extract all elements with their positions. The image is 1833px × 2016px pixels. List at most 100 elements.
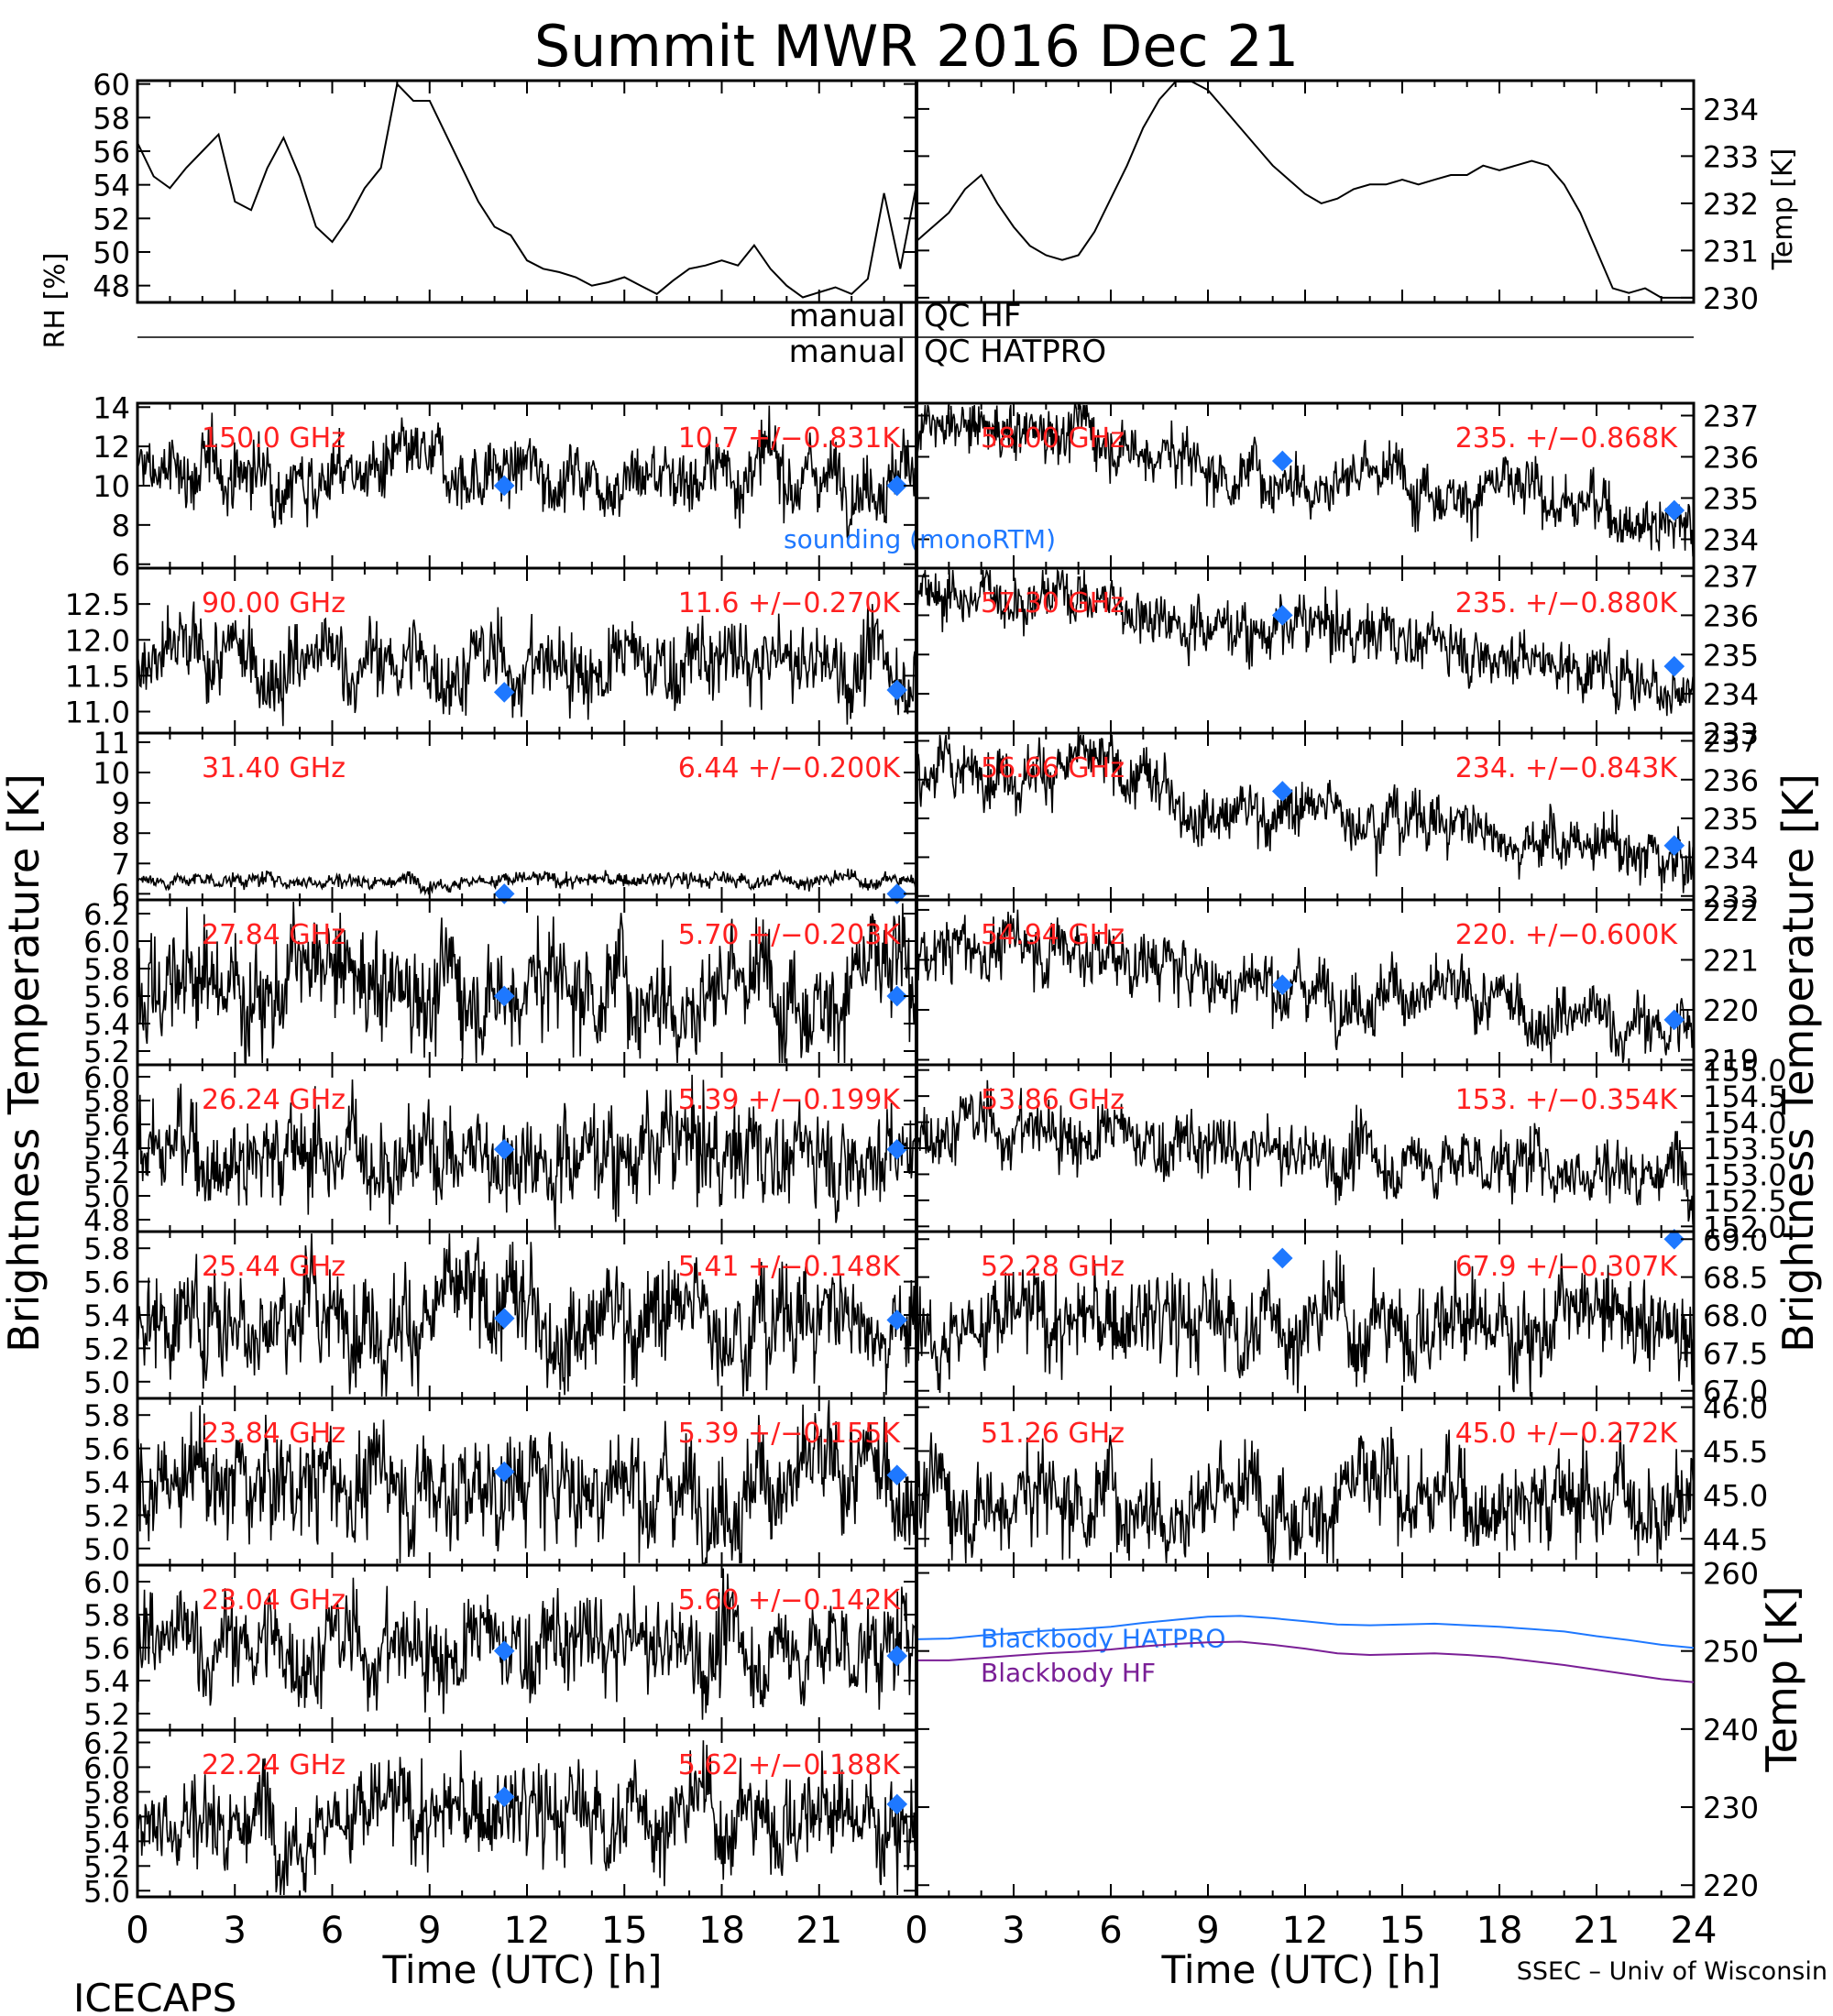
panel-left-5-ytick-label: 5.8	[83, 1084, 130, 1119]
panel-left-7-ytick-label: 5.6	[83, 1432, 130, 1467]
panel-left-7-sounding-point	[886, 1464, 908, 1486]
xtick-label-right: 24	[1671, 1910, 1718, 1952]
panel-right-6-ytick-label: 68.0	[1703, 1298, 1768, 1333]
panel-right-5-series	[916, 1079, 1695, 1225]
panel-right-6-stat-label: 67.9 +/−0.307K	[1455, 1251, 1679, 1283]
ylabel-met-temp: Temp [K]	[1767, 148, 1799, 271]
panel-blackbody-legend-1: Blackbody HATPRO	[981, 1623, 1225, 1653]
xtick-label-right: 18	[1476, 1910, 1523, 1952]
panel-right-1-ytick-label: 237	[1703, 400, 1759, 434]
panel-right-2-ytick-label: 237	[1703, 560, 1759, 595]
figure-title: Summit MWR 2016 Dec 21	[534, 13, 1299, 80]
panel-left-6-sounding-point	[886, 1309, 908, 1331]
panel-left-2-ytick-label: 12.0	[65, 623, 130, 658]
met-rh-ytick-label: 48	[93, 269, 130, 304]
panel-left-2-sounding-point	[493, 682, 515, 703]
panel-right-5-ytick-label: 153.5	[1703, 1132, 1787, 1167]
panel-left-8-ytick-label: 5.6	[83, 1631, 130, 1666]
panel-left-5-ytick-label: 5.2	[83, 1156, 130, 1190]
panel-left-2: 90.00 GHz 11.6 +/−0.270K	[137, 587, 917, 727]
panel-left-3: 31.40 GHz 6.44 +/−0.200K	[137, 752, 917, 904]
xtick-label-left: 3	[224, 1910, 247, 1952]
panel-right-5-freq-label: 53.86 GHz	[981, 1084, 1125, 1116]
panel-left-3-ytick-label: 8	[112, 816, 130, 851]
xlabel-right: Time (UTC) [h]	[1161, 1947, 1442, 1992]
panel-right-4-ytick-label: 219	[1703, 1044, 1759, 1079]
panel-right-7-ytick-label: 45.5	[1703, 1434, 1768, 1469]
met-temp-line	[916, 81, 1694, 299]
panel-right-6-ytick-label: 67.0	[1703, 1375, 1768, 1409]
met-rh-ytick-label: 52	[93, 202, 130, 236]
panel-left-6-freq-label: 25.44 GHz	[202, 1251, 346, 1283]
qc-label-hatpro-manual: manual	[789, 334, 906, 370]
ylabel-rh: RH [%]	[39, 253, 71, 349]
qc-label-hatpro: QC HATPRO	[924, 334, 1106, 370]
met-temp-ytick-label: 233	[1703, 139, 1759, 174]
panel-left-7-ytick-label: 5.4	[83, 1465, 130, 1500]
panel-right-5-ytick-label: 154.5	[1703, 1079, 1787, 1114]
panel-left-5-ytick-label: 5.4	[83, 1132, 130, 1167]
panel-right-4-sounding-point	[1271, 974, 1293, 996]
panel-left-5-ytick-label: 5.6	[83, 1108, 130, 1143]
panel-left-1-sounding-point	[493, 475, 515, 497]
panel-right-3-sounding-point	[1663, 835, 1685, 857]
xlabel-left: Time (UTC) [h]	[382, 1947, 663, 1992]
panel-right-4-stat-label: 220. +/−0.600K	[1455, 919, 1679, 951]
xtick-label-right: 21	[1574, 1910, 1620, 1952]
panel-right-5-ytick-label: 155.0	[1703, 1054, 1787, 1089]
met-rh-frame	[136, 79, 918, 304]
qc-label-hf: QC HF	[924, 298, 1021, 334]
panel-left-5-ytick-label: 5.0	[83, 1179, 130, 1214]
panel-right-2-ytick-label: 234	[1703, 677, 1759, 712]
panel-left-3-ytick-label: 6	[112, 877, 130, 912]
qc-label-hf-manual: manual	[789, 298, 906, 334]
panel-right-5-ytick-label: 152.5	[1703, 1184, 1787, 1219]
right-axis-title: Brightness Temperature [K]	[1773, 773, 1823, 1353]
met-temp-ytick-label: 231	[1703, 234, 1759, 268]
panel-right-7-ytick-label: 45.0	[1703, 1478, 1768, 1513]
panel-left-6-series	[137, 1233, 917, 1397]
panel-left-6: 25.44 GHz 5.41 +/−0.148K	[137, 1233, 917, 1397]
panel-left-8-stat-label: 5.60 +/−0.142K	[678, 1584, 902, 1616]
met-rh-ytick-label: 54	[93, 169, 130, 203]
panel-left-2-ytick-label: 11.5	[65, 659, 130, 694]
panel-left-4-ytick-label: 5.8	[83, 952, 130, 987]
panel-right-2: 57.30 GHz 235. +/−0.880K	[916, 568, 1695, 717]
panel-left-1-ytick-label: 10	[93, 469, 130, 504]
panel-left-4-sounding-point	[886, 985, 908, 1007]
panel-blackbody-ytick-label: 240	[1703, 1713, 1759, 1748]
panel-left-7-sounding-point	[493, 1461, 515, 1483]
panel-left-6-ytick-label: 5.2	[83, 1331, 130, 1366]
panel-right-5: 53.86 GHz 153. +/−0.354K	[916, 1079, 1695, 1225]
met-rh-line	[137, 82, 917, 299]
panel-left-8-ytick-label: 5.8	[83, 1598, 130, 1633]
panel-right-1-ytick-label: 235	[1703, 482, 1759, 517]
panel-right-3-stat-label: 234. +/−0.843K	[1455, 752, 1679, 784]
panel-left-4-ytick-label: 6.0	[83, 925, 130, 959]
panel-left-9-ytick-label: 5.4	[83, 1824, 130, 1859]
panel-left-8: 23.04 GHz 5.60 +/−0.142K	[137, 1568, 917, 1720]
panel-blackbody-series-1	[916, 1615, 1695, 1649]
panel-left-9-sounding-point	[886, 1793, 908, 1815]
xtick-label-left: 15	[601, 1910, 648, 1952]
panel-left-1-ytick-label: 6	[112, 548, 130, 583]
panel-left-6-ytick-label: 5.4	[83, 1298, 130, 1333]
panel-left-5-series	[137, 1074, 917, 1231]
panel-left-9: 22.24 GHz 5.62 +/−0.188K	[137, 1740, 917, 1896]
panel-left-1-ytick-label: 14	[93, 390, 130, 425]
xtick-label-left: 9	[418, 1910, 441, 1952]
panel-right-6-ytick-label: 68.5	[1703, 1261, 1768, 1296]
panel-right-2-ytick-label: 235	[1703, 638, 1759, 673]
legend-sounding: sounding (monoRTM)	[784, 524, 1056, 554]
met-rh-ytick-label: 60	[93, 68, 130, 103]
panel-left-1-series	[137, 405, 917, 542]
panel-left-5: 26.24 GHz 5.39 +/−0.199K	[137, 1074, 917, 1231]
panel-left-4-ytick-label: 6.2	[83, 897, 130, 932]
panel-left-4-ytick-label: 5.4	[83, 1007, 130, 1042]
panel-right-7-ytick-label: 46.0	[1703, 1391, 1768, 1426]
panel-left-4-ytick-label: 5.2	[83, 1035, 130, 1069]
panel-left-5-ytick-label: 6.0	[83, 1060, 130, 1095]
panel-right-2-sounding-point	[1271, 605, 1293, 626]
panel-right-3-series	[916, 734, 1695, 893]
panel-left-3-ytick-label: 7	[112, 847, 130, 882]
